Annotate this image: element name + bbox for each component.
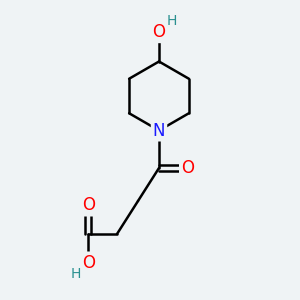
Text: O: O [82, 196, 95, 214]
Text: H: H [71, 267, 81, 281]
Text: O: O [181, 159, 194, 177]
Text: N: N [153, 122, 165, 140]
Text: O: O [152, 23, 166, 41]
Text: O: O [82, 254, 95, 272]
Text: H: H [167, 14, 177, 28]
